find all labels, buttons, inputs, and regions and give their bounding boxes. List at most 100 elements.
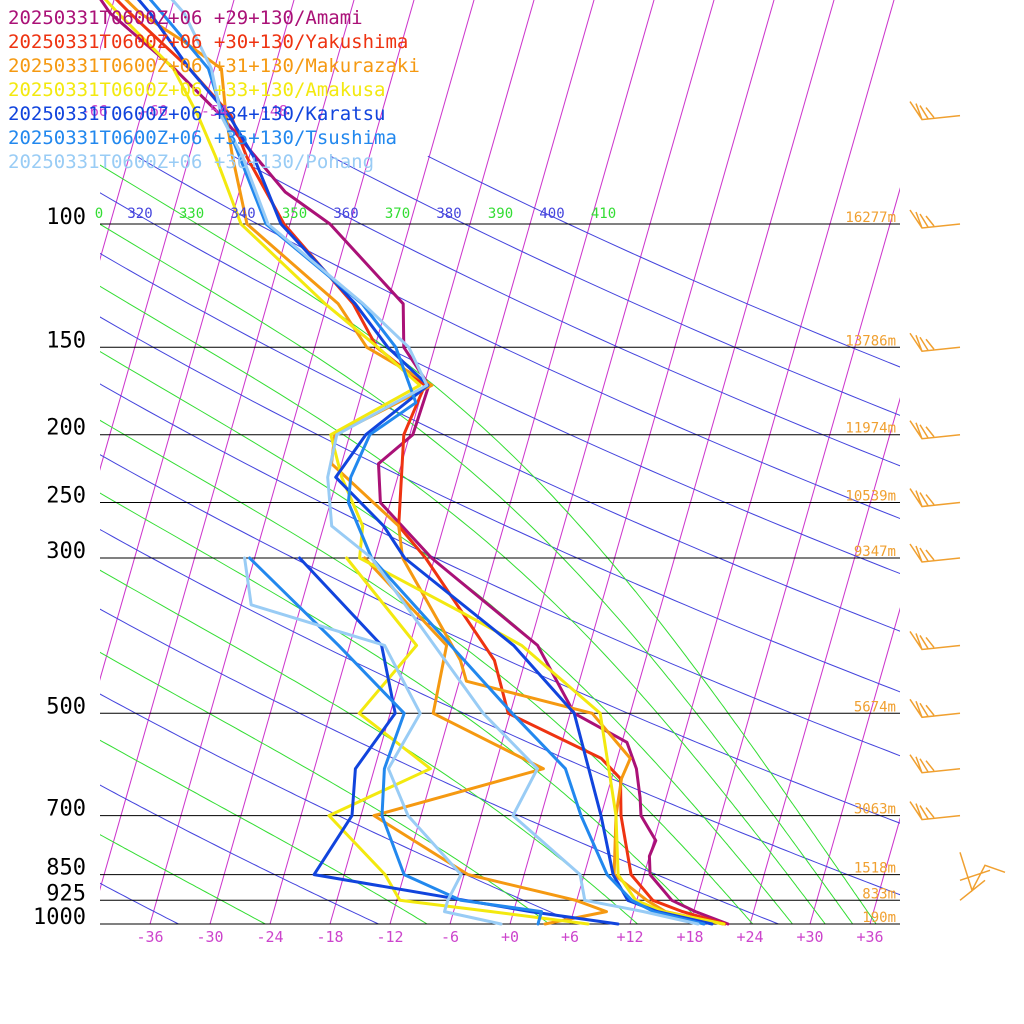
isotherm-line (209, 0, 475, 924)
pressure-tick-label: 850 (46, 856, 86, 881)
height-label: 16277m (845, 210, 896, 226)
height-label: 10539m (845, 489, 896, 505)
legend-entry-tsushima: 20250331T0600Z+06 +35+130/Tsushima (8, 127, 397, 149)
dewpoint-trace-tsushima (248, 556, 543, 926)
pressure-tick-label: 150 (46, 328, 86, 353)
moist-adiabat-line (100, 164, 877, 924)
temperature-tick-label: +18 (676, 928, 703, 946)
wind-barb (959, 852, 1006, 901)
isotherm-line (100, 0, 295, 681)
dry-adiabat-line (135, 155, 900, 520)
dry-adiabat-line (100, 528, 900, 896)
upper-isotherm-label: -48 (261, 102, 288, 120)
pressure-tick-label: 250 (46, 484, 86, 509)
theta-label: 340 (230, 206, 255, 222)
isotherm-line (100, 0, 355, 891)
theta-label: 390 (488, 206, 513, 222)
pressure-tick-label: 500 (46, 694, 86, 719)
isotherm-line (100, 0, 235, 471)
pressure-tick-label: 1000 (33, 905, 86, 930)
temperature-trace-amami (99, 0, 730, 926)
isotherm-line (509, 0, 775, 924)
isotherm-line (149, 0, 415, 924)
moist-adiabat-line (100, 569, 638, 924)
theta-label: 0 (95, 206, 103, 222)
wind-barb (909, 801, 961, 821)
theta-label: 410 (591, 206, 616, 222)
wind-barb (909, 698, 961, 719)
isobar-lines (100, 223, 900, 925)
wind-barb (909, 754, 961, 774)
wind-barb (909, 101, 961, 121)
wind-barb (909, 209, 961, 229)
dry-adiabat-line (100, 882, 179, 924)
legend-entry-amakusa: 20250331T0600Z+06 +33+130/Amakusa (8, 79, 386, 101)
temperature-trace-amakusa (103, 0, 726, 926)
pressure-tick-label: 700 (46, 797, 86, 822)
temperature-tick-label: +24 (736, 928, 763, 946)
height-label: 190m (862, 910, 896, 926)
dry-adiabat-lines (100, 155, 900, 924)
pressure-tick-label: 100 (46, 205, 86, 230)
temperature-trace-pohang (170, 0, 700, 926)
legend-entry-makurazaki: 20250331T0600Z+06 +31+130/Makurazaki (8, 55, 420, 77)
legend-entry-yakushima: 20250331T0600Z+06 +30+130/Yakushima (8, 31, 408, 53)
temperature-tick-label: -6 (441, 928, 459, 946)
theta-label: 400 (539, 206, 564, 222)
temperature-traces (99, 0, 730, 926)
pressure-tick-label: 300 (46, 539, 86, 564)
isotherm-line (100, 0, 175, 261)
temperature-tick-label: -12 (376, 928, 403, 946)
dry-adiabat-line (100, 693, 579, 924)
dewpoint-trace-pohang (243, 556, 503, 926)
isotherm-line (930, 0, 1024, 924)
legend-entry-karatsu: 20250331T0600Z+06 +34+130/Karatsu (8, 103, 386, 125)
isotherm-line (629, 0, 895, 924)
moist-adiabat-line (100, 223, 854, 924)
theta-label: 370 (385, 206, 410, 222)
wind-barb (909, 543, 961, 563)
dewpoint-traces (243, 556, 620, 926)
moist-adiabat-line (100, 651, 550, 924)
height-label: 13786m (845, 333, 896, 349)
theta-label: 350 (282, 206, 307, 222)
isotherm-line (269, 0, 535, 924)
isotherm-line (689, 187, 900, 924)
isotherm-line (389, 0, 655, 924)
temperature-tick-label: +12 (616, 928, 643, 946)
upper-isotherm-label: -60 (141, 102, 168, 120)
isotherm-line (449, 0, 715, 924)
moist-adiabat-line (100, 351, 793, 924)
height-label: 9347m (854, 544, 896, 560)
temperature-tick-label: +0 (501, 928, 519, 946)
dry-adiabat-line (100, 192, 900, 575)
moist-adiabat-line (100, 419, 754, 924)
isotherm-line (869, 817, 900, 924)
dry-adiabat-line (100, 784, 379, 924)
moist-adiabat-line (100, 739, 428, 924)
dewpoint-trace-makurazaki (363, 556, 608, 926)
wind-barb (909, 488, 961, 508)
isotherm-lines (100, 0, 1024, 924)
isotherm-line (990, 0, 1024, 924)
moist-adiabat-line (100, 492, 703, 924)
wind-barbs (909, 101, 1006, 901)
upper-isotherm-label: -66 (81, 102, 108, 120)
theta-label: 380 (436, 206, 461, 222)
temperature-tick-label: +30 (796, 928, 823, 946)
wind-barb (909, 631, 961, 651)
theta-label: 330 (179, 206, 204, 222)
pressure-tick-label: 200 (46, 416, 86, 441)
pressure-tick-label: 925 (46, 881, 86, 906)
height-label: 1518m (854, 861, 896, 877)
temperature-tick-label: -18 (316, 928, 343, 946)
theta-label: 320 (127, 206, 152, 222)
height-label: 5674m (854, 699, 896, 715)
height-label: 833m (862, 886, 896, 902)
legend-entry-pohang: 20250331T0600Z+06 +36+130/Pohang (8, 151, 374, 173)
theta-label: 360 (333, 206, 358, 222)
dry-adiabat-line (100, 252, 900, 632)
upper-isotherm-label: -54 (201, 102, 228, 120)
